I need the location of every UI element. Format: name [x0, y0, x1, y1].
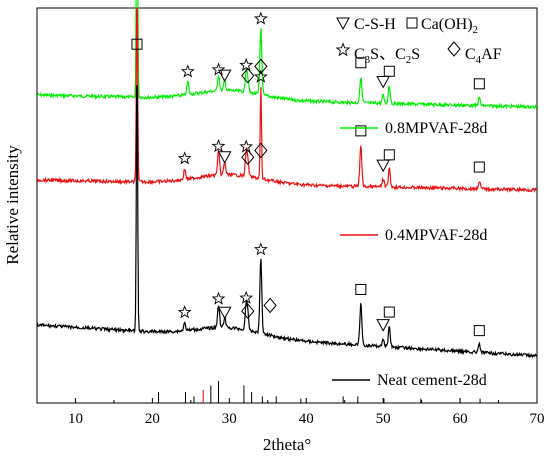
square-icon: [355, 125, 367, 137]
star-icon: [177, 305, 192, 319]
x-tick-label: 30: [222, 411, 237, 427]
legend-c4af-label: C4AF: [465, 46, 502, 66]
diamond-icon: [241, 303, 255, 319]
diamond-icon: [241, 149, 255, 165]
series-line: [36, 0, 538, 110]
square-icon: [383, 149, 395, 161]
square-icon: [131, 38, 143, 50]
triangle-down-icon: [217, 151, 232, 164]
star-icon: [253, 69, 268, 83]
triangle-down-icon: [217, 69, 232, 83]
square-icon: [355, 283, 367, 295]
x-tick-label: 50: [376, 411, 391, 427]
legend-c3s-label: C3S、C2S: [354, 46, 420, 66]
triangle-down-icon: [376, 159, 390, 173]
diamond-icon: [254, 142, 268, 159]
square-icon: [383, 306, 395, 318]
star-icon: [177, 151, 192, 165]
star-icon: [253, 242, 268, 256]
diamond-icon: [263, 297, 277, 314]
diamond-icon: [447, 41, 461, 57]
square-icon: [473, 78, 485, 90]
x-axis-label: 2theta°: [263, 435, 311, 454]
legend-ch-label: Ca(OH)2: [421, 16, 478, 36]
series-line: [36, 7, 538, 194]
diamond-icon: [241, 67, 255, 84]
y-axis-label: Relative intensity: [3, 145, 22, 265]
star-icon: [211, 291, 226, 305]
legend-csh-label: C-S-H: [354, 16, 396, 33]
series-legend: 0.8MPVAF-28d 0.4MPVAF-28d Neat cement-28d: [332, 120, 487, 389]
square-icon: [406, 17, 418, 29]
square-icon: [355, 57, 367, 69]
x-tick-label: 70: [530, 411, 545, 427]
star-icon: [211, 62, 226, 76]
star-icon: [239, 57, 254, 72]
legend-series-label: 0.4MPVAF-28d: [385, 227, 487, 244]
square-icon: [383, 65, 395, 77]
phase-legend: C-S-H Ca(OH)2 C3S、C2S C4AF: [335, 16, 502, 66]
square-icon: [473, 161, 485, 173]
x-tick-label: 10: [68, 411, 83, 427]
diamond-icon: [254, 58, 268, 75]
triangle-down-icon: [376, 76, 390, 89]
star-icon: [211, 138, 226, 153]
reference-sticks: [158, 381, 481, 403]
star-icon: [253, 11, 268, 25]
series-line: [36, 85, 538, 359]
square-icon: [473, 325, 485, 337]
triangle-down-icon: [376, 319, 390, 332]
phase-markers: [131, 11, 485, 337]
triangle-down-icon: [217, 306, 232, 320]
star-icon: [180, 64, 195, 78]
x-tick-label: 60: [453, 411, 468, 427]
legend-series-label: Neat cement-28d: [377, 372, 487, 389]
triangle-down-icon: [336, 17, 350, 31]
star-icon: [335, 42, 351, 57]
series-curves: [36, 0, 538, 359]
star-icon: [239, 290, 254, 304]
legend-series-label: 0.8MPVAF-28d: [385, 120, 487, 137]
x-axis: 10 20 30 40 50 60 70: [36, 398, 545, 427]
x-tick-label: 20: [145, 411, 160, 427]
plot-frame: [36, 7, 538, 404]
x-tick-label: 40: [299, 411, 314, 427]
star-icon: [239, 139, 254, 153]
